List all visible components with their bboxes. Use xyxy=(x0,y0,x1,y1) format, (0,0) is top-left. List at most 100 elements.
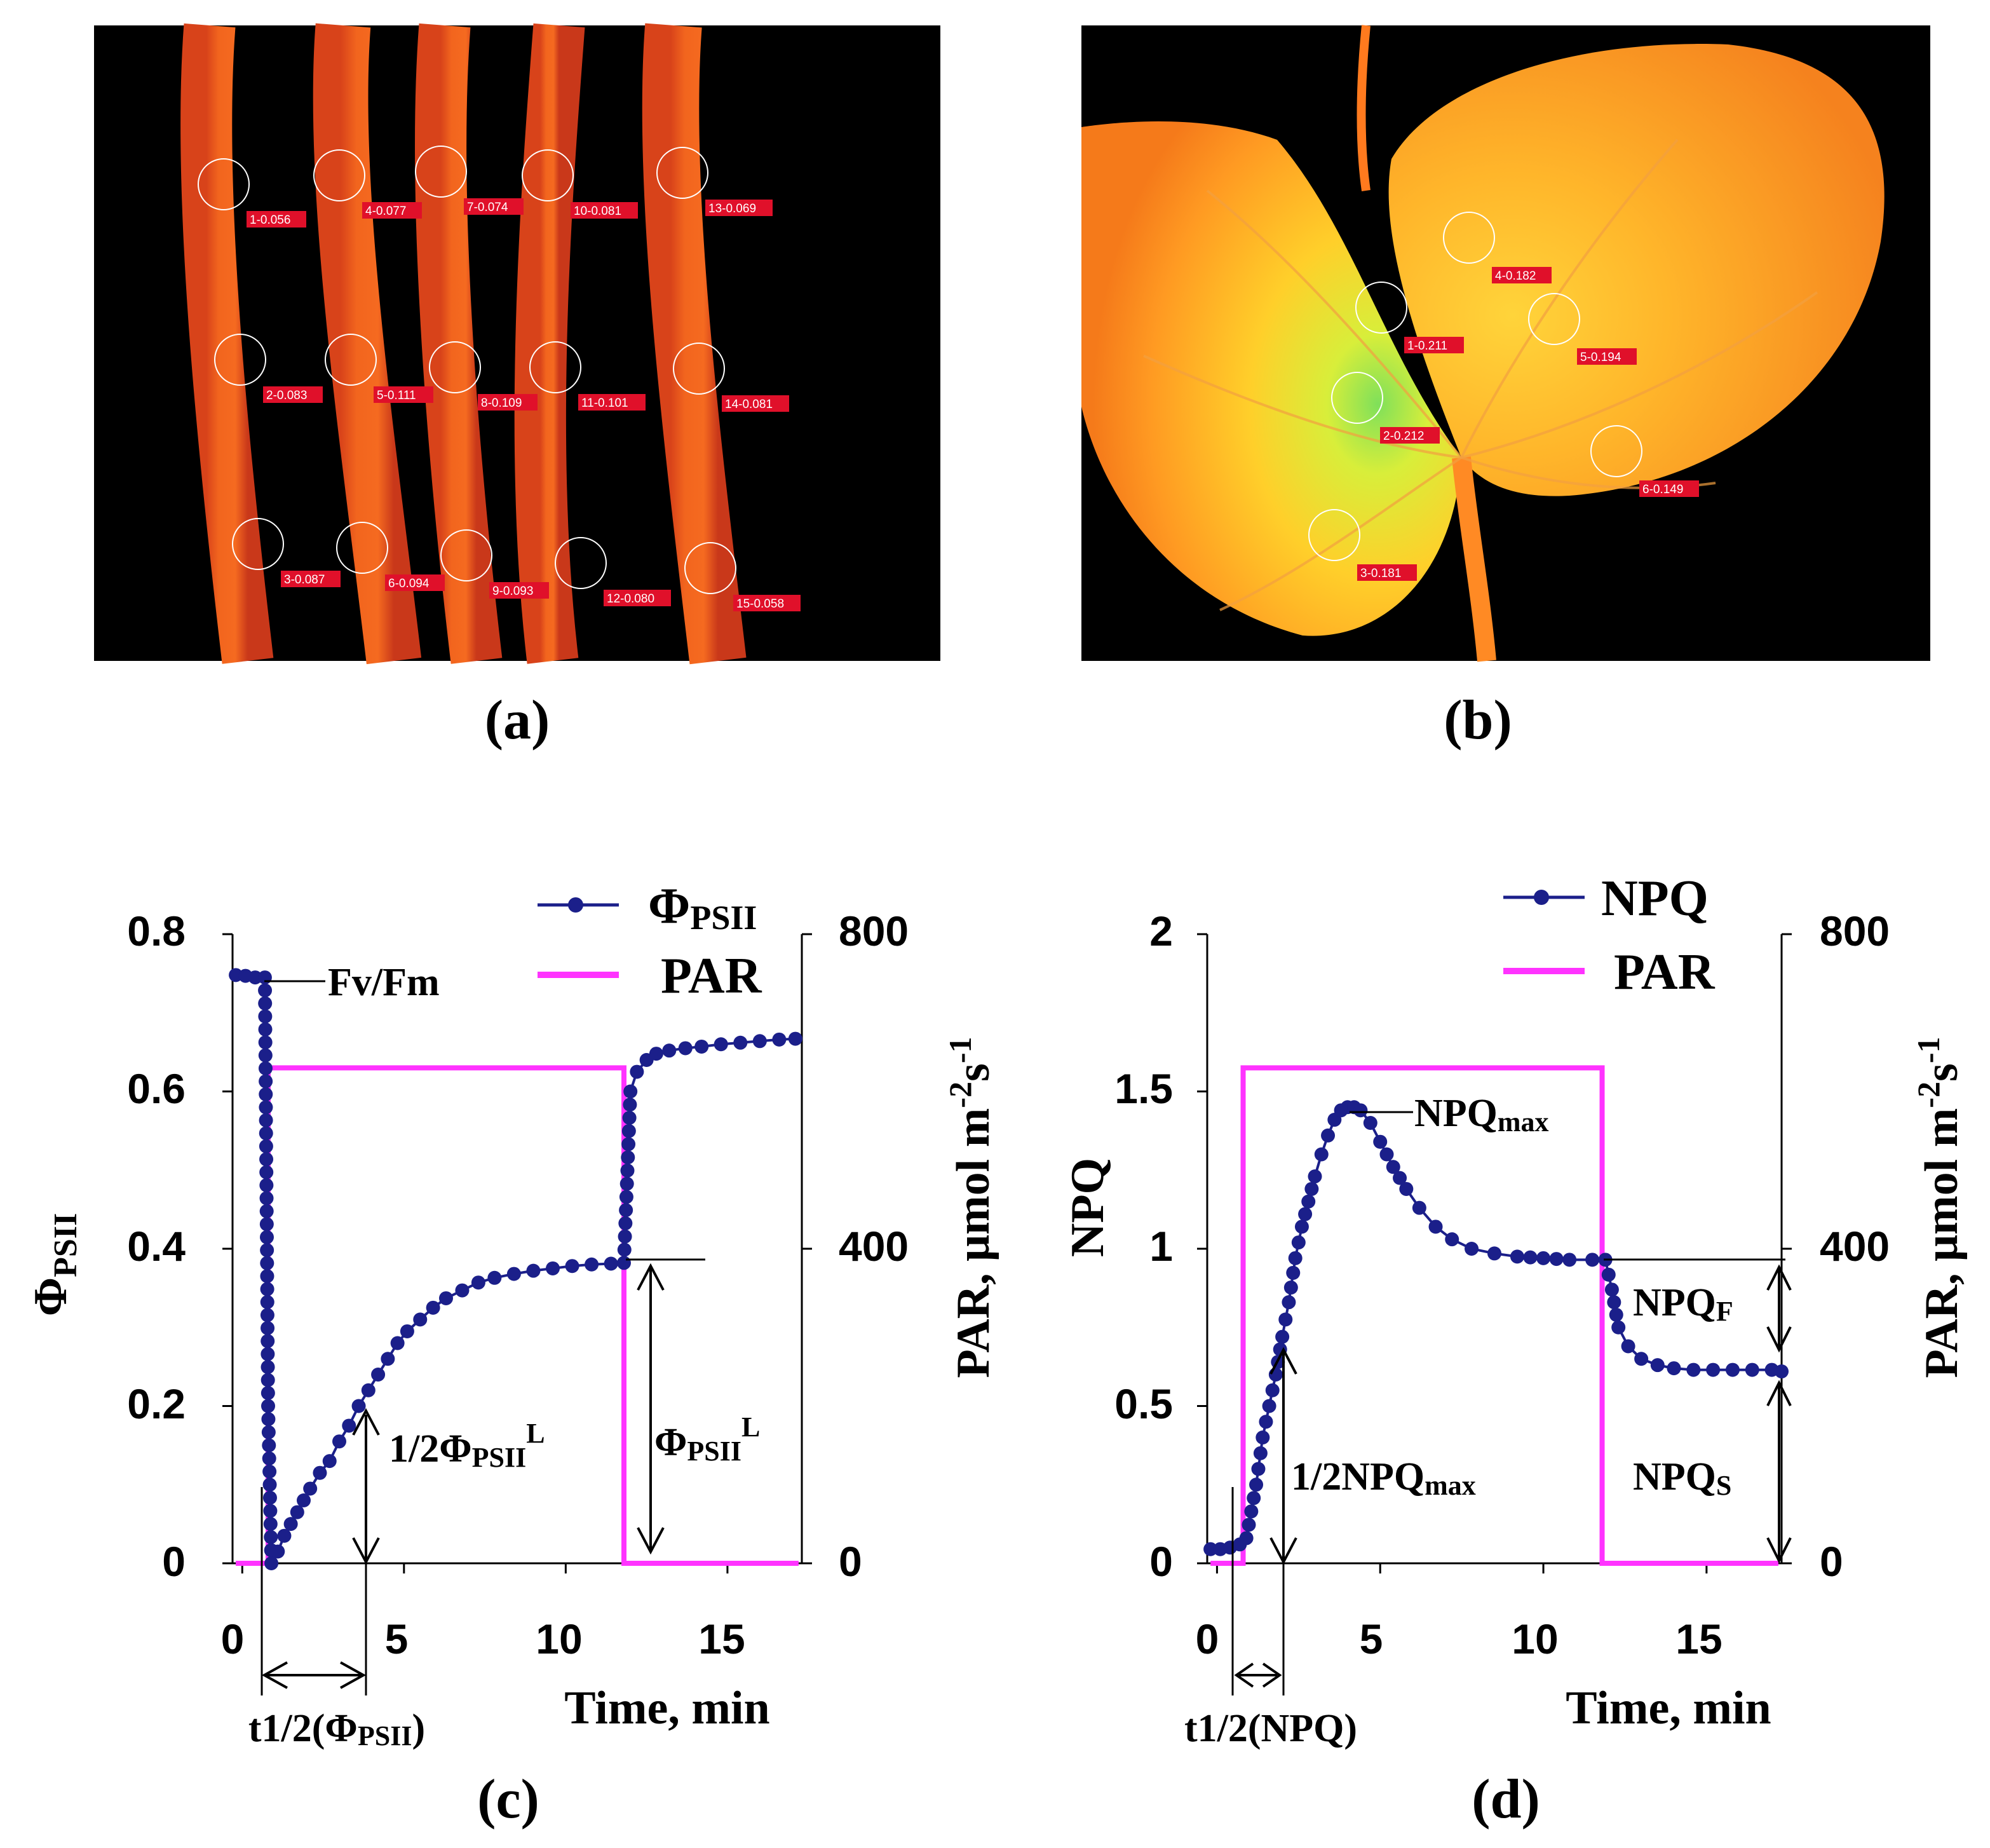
data-point xyxy=(506,1267,521,1281)
chart-d-legend: NPQ PAR xyxy=(1503,871,1716,1000)
data-point xyxy=(1604,1282,1619,1297)
c-left-tick: 0 xyxy=(162,1538,186,1585)
d-left-tick: 0.5 xyxy=(1114,1380,1173,1427)
data-point xyxy=(1268,1368,1283,1382)
chart-d-xlabel: Time, min xyxy=(1566,1682,1771,1734)
legend-par-label-d: PAR xyxy=(1614,944,1716,1000)
chart-c-xlabel: Time, min xyxy=(564,1682,769,1734)
roi-circle xyxy=(529,341,581,393)
data-point xyxy=(322,1454,337,1469)
data-point xyxy=(1706,1362,1721,1377)
data-point xyxy=(260,1269,274,1284)
half-npq-arrowhead-top xyxy=(1269,1347,1297,1375)
leaf-vein xyxy=(1460,139,1679,458)
data-point xyxy=(617,1242,632,1257)
npqf-arrowhead-bottom xyxy=(1766,1326,1792,1353)
d-left-tick: 1 xyxy=(1149,1223,1173,1270)
c-x-tick: 5 xyxy=(385,1615,409,1662)
data-point xyxy=(261,1412,276,1427)
anno-max-pre: NPQ xyxy=(1414,1092,1498,1135)
data-point xyxy=(1256,1430,1270,1444)
chart-d-par-line xyxy=(1210,1065,1778,1566)
anno-npqs: NPQS xyxy=(1633,1455,1731,1501)
data-point xyxy=(546,1261,560,1275)
data-point xyxy=(297,1493,311,1507)
roi-label-bg xyxy=(604,590,671,606)
data-point xyxy=(623,1084,638,1099)
data-point xyxy=(1487,1246,1501,1261)
data-point xyxy=(258,1035,273,1050)
leaf-vein xyxy=(1206,189,1463,459)
data-point xyxy=(290,1505,304,1519)
data-point xyxy=(1686,1362,1701,1377)
stem xyxy=(642,23,747,665)
chart-d-left-ticks: 0 0.5 1 1.5 2 xyxy=(1114,907,1173,1585)
anno-s-sub: S xyxy=(1716,1470,1731,1501)
data-point xyxy=(1634,1352,1649,1366)
c-x-tick: 0 xyxy=(221,1615,245,1662)
data-point xyxy=(620,1164,635,1178)
data-point xyxy=(1203,1542,1218,1556)
chart-c-ylabel: ΦPSII xyxy=(25,1213,84,1317)
d-left-tick: 0 xyxy=(1149,1538,1173,1585)
data-point xyxy=(400,1324,414,1338)
roi-label-bg xyxy=(1492,267,1552,283)
data-point xyxy=(342,1418,356,1433)
roi-label: 9-0.093 xyxy=(492,585,533,598)
c-left-tick: 0.2 xyxy=(127,1380,186,1427)
anno-half-sub: PSII xyxy=(472,1442,527,1473)
roi-label-bg xyxy=(478,394,538,411)
c-left-tick: 0.8 xyxy=(127,907,186,955)
stem xyxy=(514,23,585,664)
data-point xyxy=(381,1352,395,1366)
data-point xyxy=(257,970,272,985)
data-point xyxy=(1393,1171,1407,1185)
d-x-tick: 10 xyxy=(1512,1615,1558,1662)
data-point xyxy=(332,1434,346,1449)
data-point xyxy=(260,1308,274,1322)
legend-phipsii-sub: PSII xyxy=(690,899,757,937)
data-point xyxy=(259,1139,273,1153)
data-point xyxy=(261,1360,275,1375)
data-point xyxy=(1465,1242,1479,1256)
c-x-tick: 15 xyxy=(698,1615,745,1662)
stem xyxy=(180,23,274,664)
data-point xyxy=(617,1256,631,1270)
roi-label: 3-0.181 xyxy=(1360,567,1401,580)
data-point xyxy=(1291,1235,1306,1250)
data-point xyxy=(259,1165,274,1179)
data-point xyxy=(260,1295,274,1309)
roi-circle xyxy=(1443,212,1495,264)
chart-c-ylabel-right: PAR, μmol m-2s-1 xyxy=(942,1036,999,1378)
data-point xyxy=(1445,1232,1459,1247)
chart-c-left-ticks: 0 0.2 0.4 0.6 0.8 xyxy=(127,907,186,1585)
data-point xyxy=(621,1124,636,1138)
data-point xyxy=(455,1283,470,1298)
data-point xyxy=(1412,1200,1426,1215)
legend-phipsii-label: ΦPSII xyxy=(648,878,757,937)
data-point xyxy=(1373,1134,1388,1149)
anno-l-pre: Φ xyxy=(654,1421,687,1464)
data-point xyxy=(622,1111,637,1125)
data-point xyxy=(1283,1281,1298,1295)
c-y2-mid: s xyxy=(947,1063,999,1082)
data-point xyxy=(262,1478,277,1492)
t-half-arrowhead-right xyxy=(340,1661,367,1689)
data-point xyxy=(263,1504,278,1518)
c-right-tick: 0 xyxy=(839,1538,862,1585)
chart-d-ylabel-right: PAR, μmol m-2s-1 xyxy=(1911,1036,1968,1378)
data-point xyxy=(619,1190,633,1204)
leaf-vein xyxy=(1143,355,1462,459)
data-point xyxy=(1510,1249,1524,1264)
roi-circle xyxy=(429,341,481,393)
legend-npq-marker xyxy=(1534,890,1549,905)
roi-label-bg xyxy=(464,198,524,215)
legend-npq-label: NPQ xyxy=(1601,871,1709,927)
roi-circle xyxy=(673,343,725,395)
data-point xyxy=(1282,1295,1296,1310)
data-point xyxy=(258,983,273,998)
upper-stem xyxy=(1357,25,1371,191)
data-point xyxy=(261,1321,275,1335)
roi-label: 13-0.069 xyxy=(708,202,756,215)
